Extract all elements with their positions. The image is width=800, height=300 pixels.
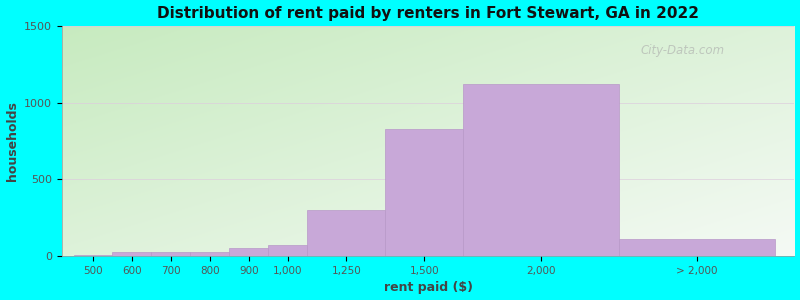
Text: City-Data.com: City-Data.com xyxy=(641,44,725,57)
Bar xyxy=(230,248,268,256)
Bar xyxy=(74,255,113,256)
Bar xyxy=(619,239,775,256)
X-axis label: rent paid ($): rent paid ($) xyxy=(384,281,473,294)
Y-axis label: households: households xyxy=(6,101,18,181)
Bar xyxy=(268,245,307,256)
Bar xyxy=(151,252,190,256)
Bar xyxy=(307,210,386,256)
Bar xyxy=(463,84,619,256)
Bar xyxy=(113,252,151,256)
Bar xyxy=(386,129,463,256)
Title: Distribution of rent paid by renters in Fort Stewart, GA in 2022: Distribution of rent paid by renters in … xyxy=(157,6,699,21)
Bar xyxy=(190,252,230,256)
